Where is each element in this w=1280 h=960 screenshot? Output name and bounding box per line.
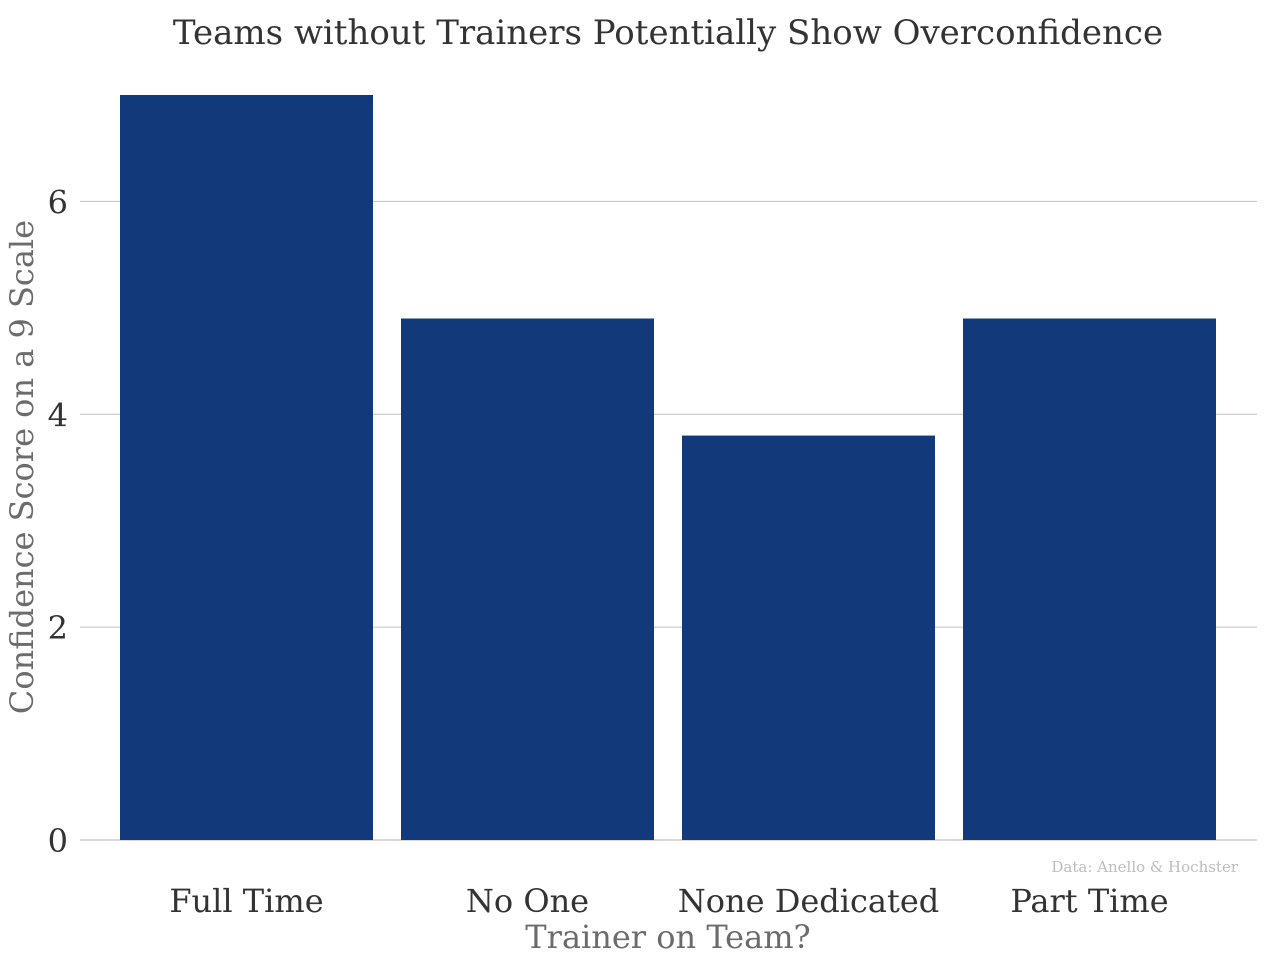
- x-tick-label: No One: [466, 882, 589, 920]
- x-tick-label: None Dedicated: [678, 882, 940, 920]
- y-tick-label: 0: [48, 822, 68, 860]
- bars: [120, 95, 1216, 840]
- y-axis-label: Confidence Score on a 9 Scale: [3, 220, 41, 714]
- chart-title: Teams without Trainers Potentially Show …: [173, 13, 1163, 53]
- x-axis-label: Trainer on Team?: [525, 918, 810, 956]
- data-source-note: Data: Anello & Hochster: [1051, 858, 1238, 876]
- bar: [963, 318, 1216, 840]
- bar: [401, 318, 654, 840]
- x-tick-label: Full Time: [169, 882, 323, 920]
- bar: [120, 95, 373, 840]
- x-tick-label: Part Time: [1010, 882, 1168, 920]
- x-axis-ticks: Full Time No One None Dedicated Part Time: [169, 882, 1168, 920]
- y-tick-label: 4: [48, 396, 68, 434]
- y-axis-ticks: 0 2 4 6: [48, 183, 68, 860]
- y-tick-label: 2: [48, 609, 68, 647]
- bar: [682, 435, 935, 840]
- y-tick-label: 6: [48, 183, 68, 221]
